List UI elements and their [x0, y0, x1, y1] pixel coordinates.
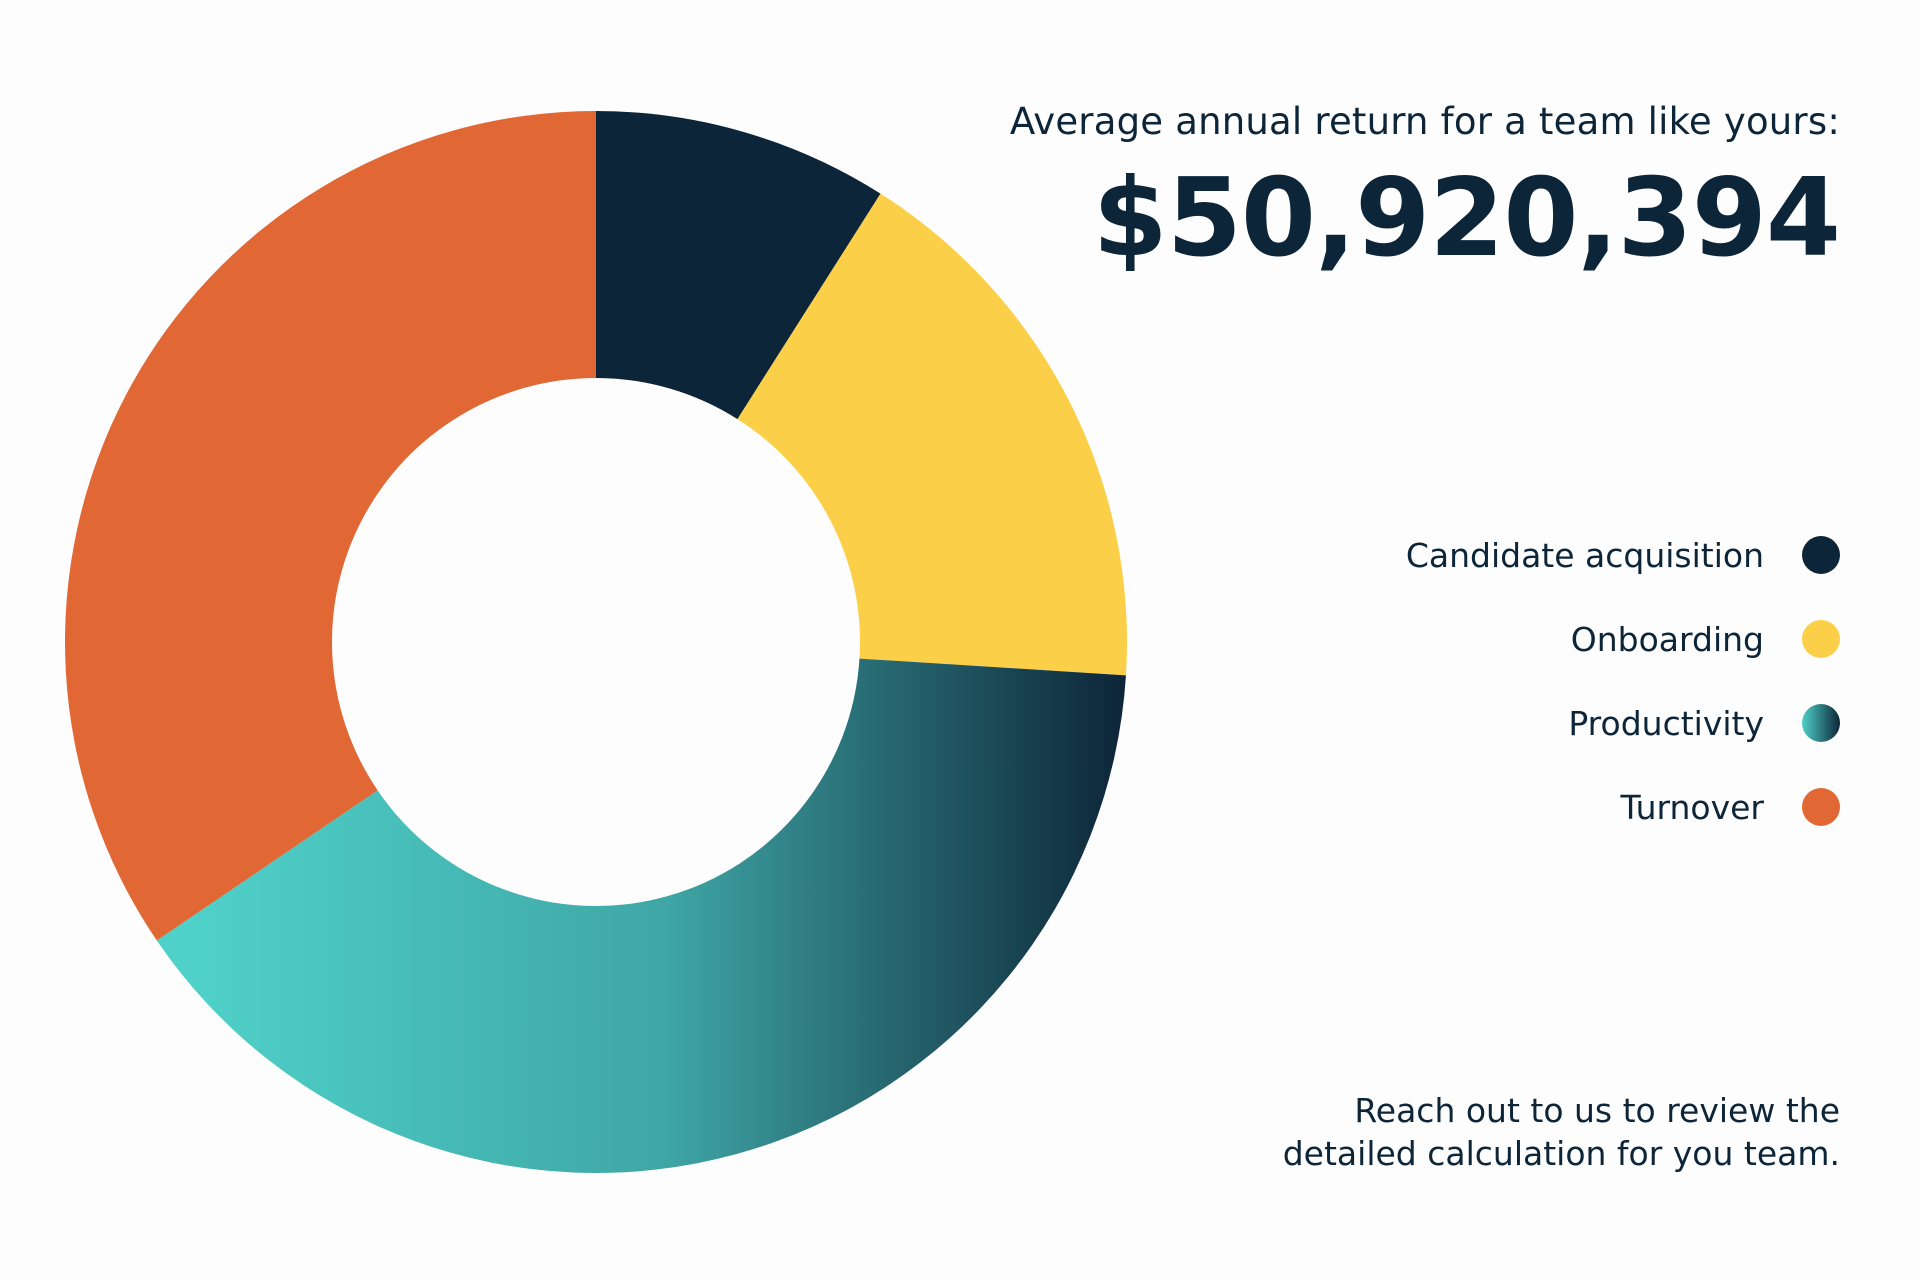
legend-label: Candidate acquisition	[1405, 535, 1764, 575]
footnote: Reach out to us to review the detailed c…	[1283, 1090, 1840, 1176]
slice-onboarding	[737, 193, 1127, 676]
legend-item-candidate-acquisition: Candidate acquisition	[1406, 535, 1840, 575]
legend-swatch-orange	[1802, 788, 1840, 826]
legend: Candidate acquisition Onboarding Product…	[1406, 535, 1840, 827]
slice-turnover	[65, 111, 597, 941]
legend-swatch-teal-gradient	[1802, 704, 1840, 742]
legend-label: Turnover	[1620, 787, 1764, 827]
legend-item-onboarding: Onboarding	[1406, 619, 1840, 659]
headline: Average annual return for a team like yo…	[1009, 100, 1840, 143]
legend-swatch-navy	[1802, 536, 1840, 574]
footnote-line-2: detailed calculation for you team.	[1282, 1133, 1840, 1173]
legend-item-productivity: Productivity	[1406, 703, 1840, 743]
total-return-value: $50,920,394	[1092, 156, 1841, 281]
legend-swatch-yellow	[1802, 620, 1840, 658]
slice-productivity	[156, 658, 1126, 1173]
footnote-line-1: Reach out to us to review the	[1354, 1091, 1840, 1130]
legend-label: Productivity	[1568, 703, 1764, 743]
legend-item-turnover: Turnover	[1406, 787, 1840, 827]
legend-label: Onboarding	[1570, 619, 1764, 659]
slice-candidate-acquisition	[596, 111, 881, 420]
